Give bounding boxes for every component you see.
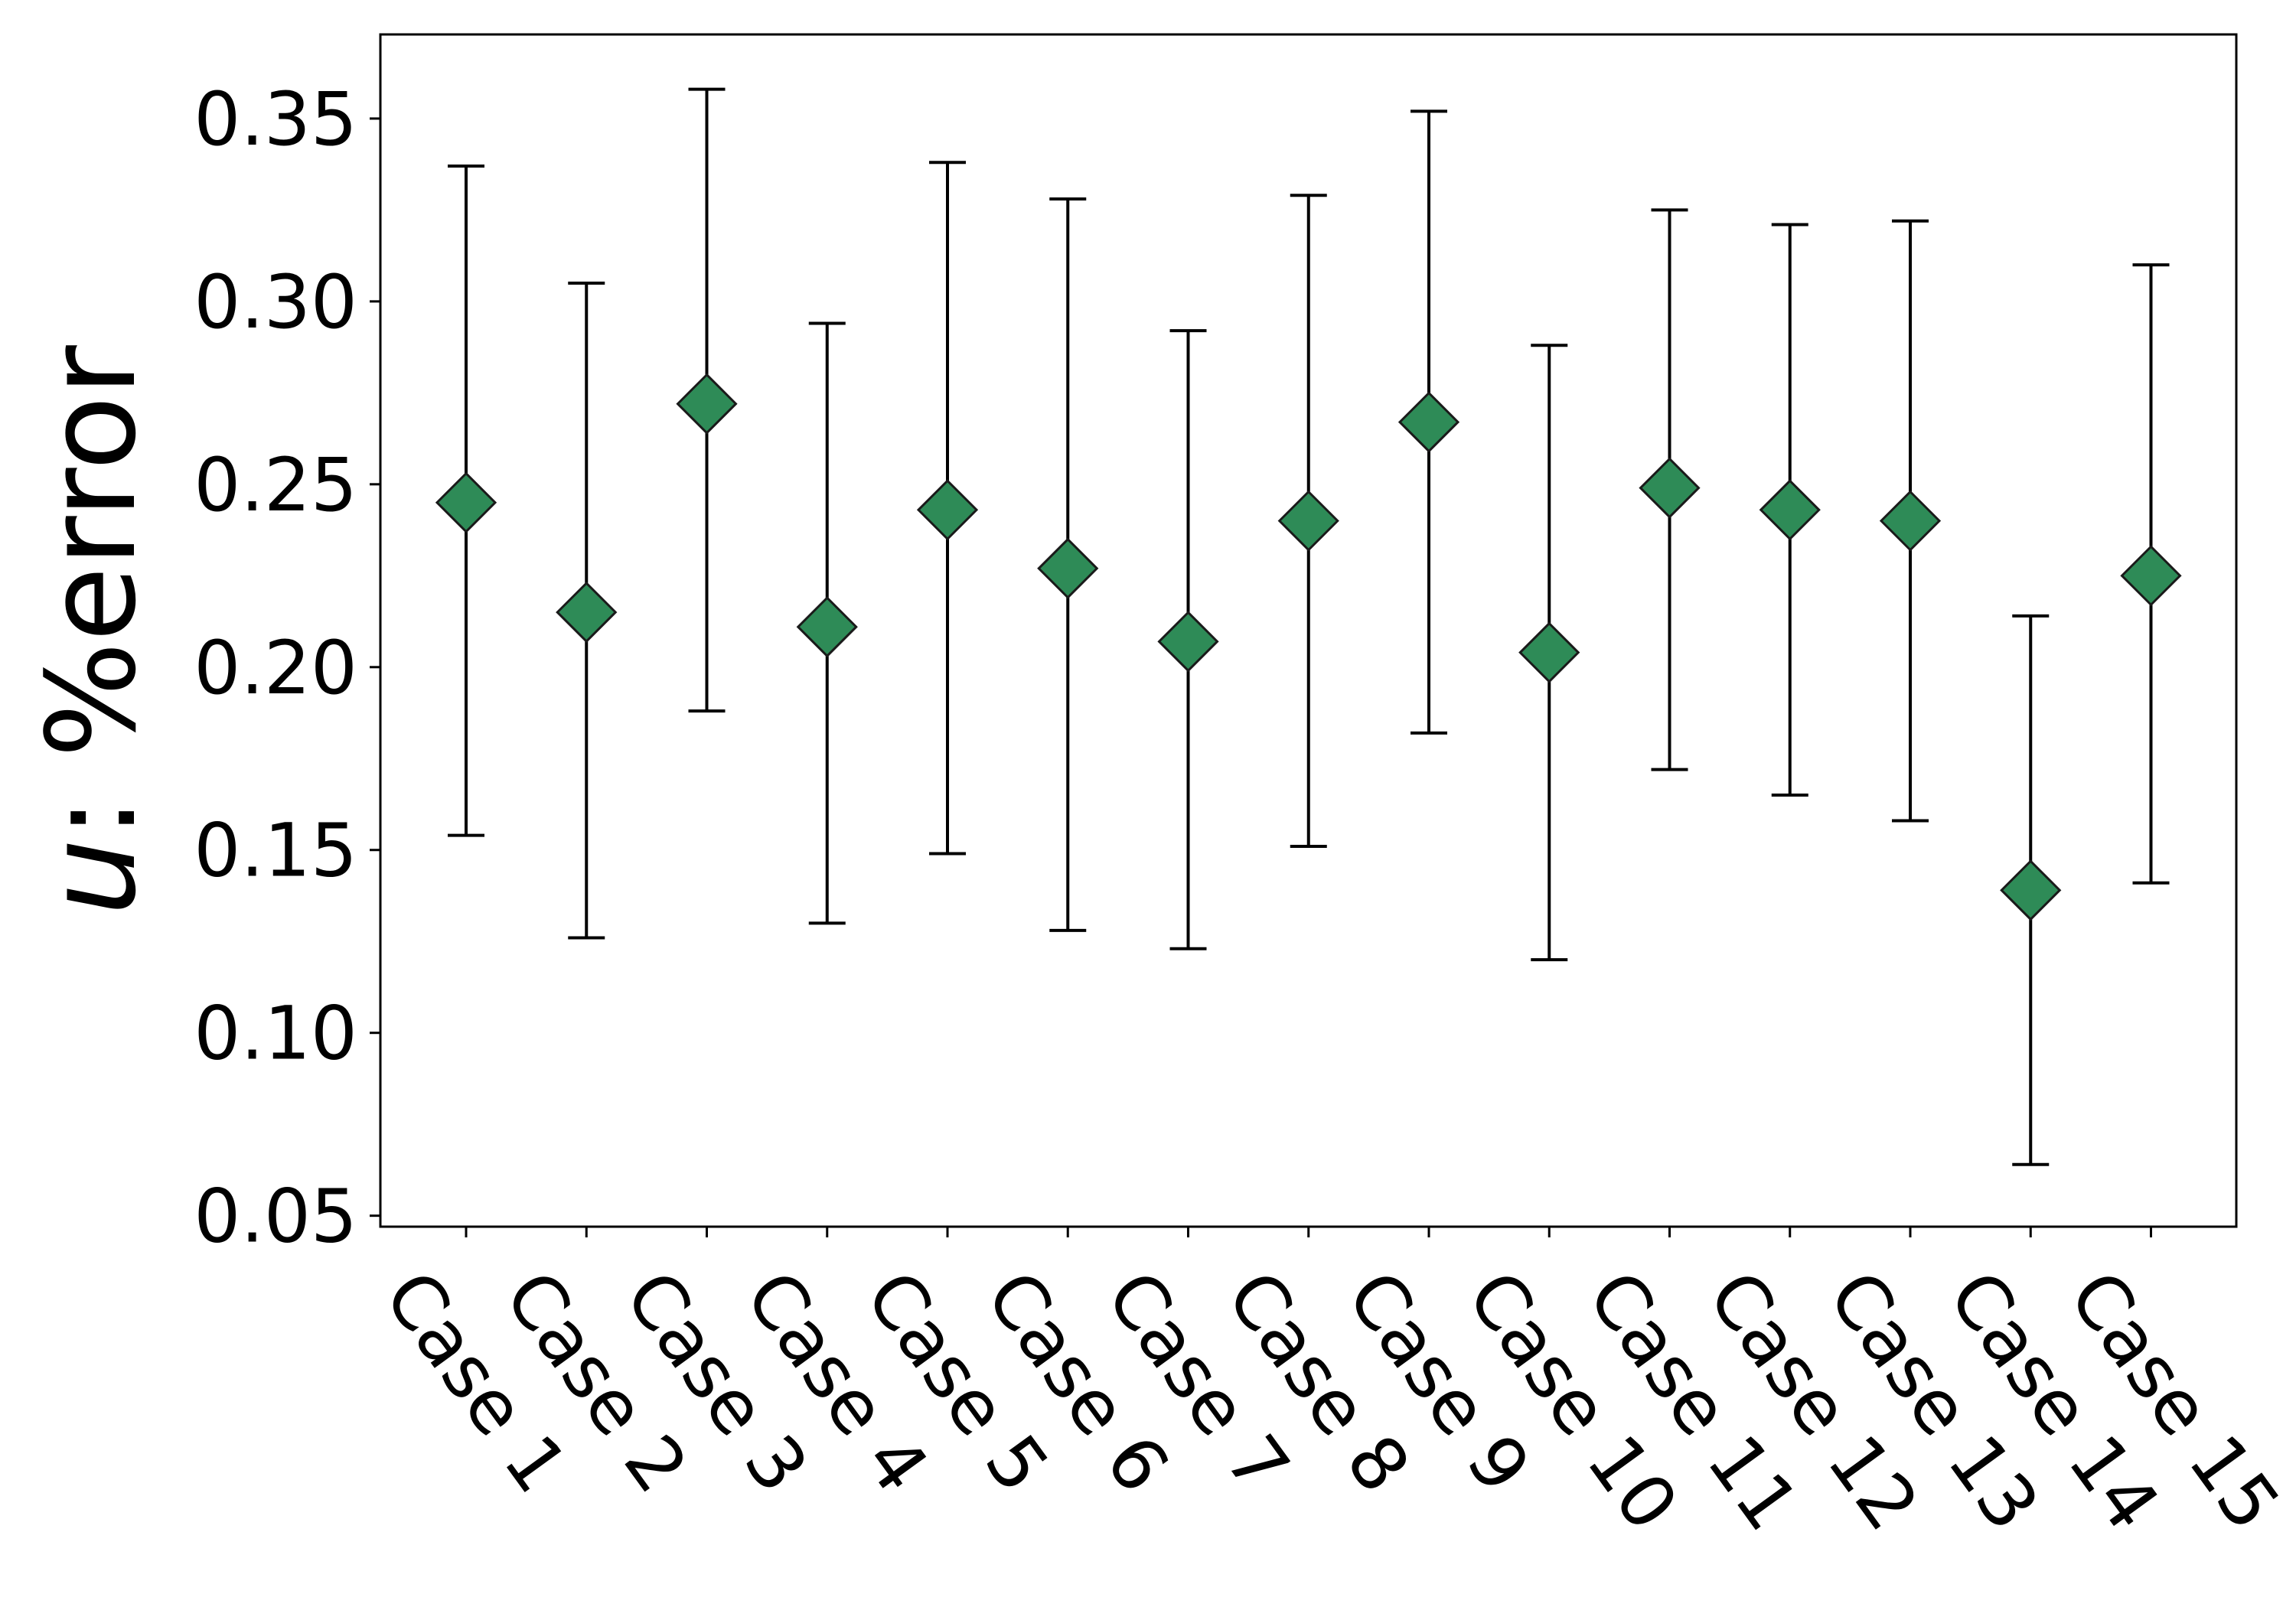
data-point-marker xyxy=(1157,611,1219,673)
y-tick-label: 0.10 xyxy=(194,991,357,1077)
y-axis-ticks: 0.05 0.10 0.15 0.20 0.25 0.30 0.35 xyxy=(194,77,380,1260)
data-point-marker xyxy=(676,373,738,435)
y-axis-label-text: : %error xyxy=(20,345,163,838)
data-point-marker xyxy=(1277,490,1339,552)
data-point-marker xyxy=(1639,457,1701,519)
data-point-marker xyxy=(2120,545,2182,607)
data-point-marker xyxy=(1037,537,1099,599)
data-point-marker xyxy=(556,581,618,644)
data-point-marker xyxy=(1759,479,1821,541)
data-point-marker xyxy=(1518,621,1580,683)
y-axis-label: u: %error xyxy=(20,345,163,916)
y-tick-label: 0.15 xyxy=(194,808,357,894)
data-point-marker xyxy=(796,596,858,658)
data-point-marker xyxy=(435,471,497,533)
y-tick-label: 0.35 xyxy=(194,77,357,162)
data-point-marker xyxy=(1397,391,1460,453)
y-tick-label: 0.20 xyxy=(194,625,357,711)
y-tick-label: 0.25 xyxy=(194,442,357,528)
y-tick-label: 0.30 xyxy=(194,259,357,345)
y-tick-label: 0.05 xyxy=(194,1174,357,1260)
data-point-marker xyxy=(2000,859,2062,921)
data-point-marker xyxy=(1879,490,1942,552)
plot-frame xyxy=(379,33,2238,1228)
y-axis-label-symbol: u xyxy=(20,838,163,915)
markers xyxy=(435,373,2182,921)
data-point-marker xyxy=(916,479,979,541)
